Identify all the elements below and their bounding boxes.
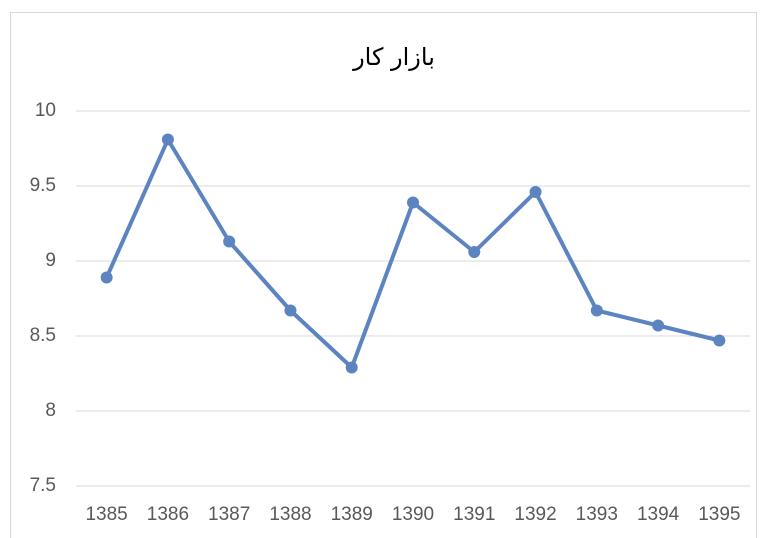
data-point	[652, 320, 664, 332]
data-point	[101, 272, 113, 284]
x-tick-label: 1385	[85, 504, 127, 525]
x-tick-label: 1387	[208, 504, 250, 525]
data-point	[713, 335, 725, 347]
data-point	[162, 134, 174, 146]
x-tick-label: 1388	[269, 504, 311, 525]
x-tick-label: 1395	[698, 504, 740, 525]
data-point	[591, 305, 603, 317]
x-tick-label: 1393	[576, 504, 618, 525]
y-tick-label: 8.5	[30, 325, 56, 346]
y-tick-label: 9.5	[30, 175, 56, 196]
x-tick-label: 1391	[453, 504, 495, 525]
x-tick-label: 1386	[147, 504, 189, 525]
data-point	[407, 197, 419, 209]
x-tick-label: 1392	[514, 504, 556, 525]
chart-frame	[11, 13, 757, 538]
y-tick-label: 9	[45, 250, 56, 271]
x-tick-label: 1390	[392, 504, 434, 525]
y-tick-label: 8	[45, 400, 56, 421]
data-point	[468, 246, 480, 258]
y-tick-label: 10	[35, 100, 56, 121]
chart: بازار کار 7.5 8 8.5 9 9.5 10 1385 1386 1387 1388 1…	[0, 0, 767, 538]
data-point	[346, 362, 358, 374]
data-point	[223, 236, 235, 248]
chart-title: بازار کار	[352, 43, 435, 71]
y-tick-label: 7.5	[30, 475, 56, 496]
data-point	[530, 186, 542, 198]
data-point	[284, 305, 296, 317]
x-tick-label: 1394	[637, 504, 680, 525]
x-tick-label: 1389	[331, 504, 373, 525]
